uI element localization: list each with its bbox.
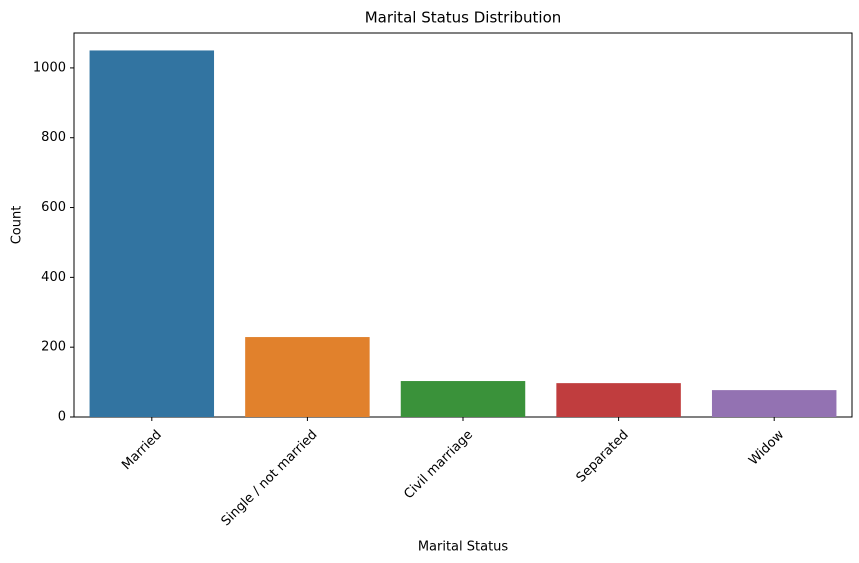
- x-axis-label: Marital Status: [418, 540, 509, 555]
- bar: [711, 390, 837, 417]
- y-tick-label: 600: [41, 200, 66, 215]
- y-tick-label: 0: [58, 410, 66, 425]
- x-tick-label: Separated: [574, 427, 632, 485]
- x-tick-label: Single / not married: [219, 427, 321, 529]
- y-axis-label: Count: [10, 206, 25, 245]
- x-tick-label: Civil marriage: [401, 427, 476, 502]
- bar: [556, 383, 681, 417]
- y-tick-label: 400: [41, 270, 66, 285]
- x-tick-label: Married: [119, 427, 165, 473]
- bar: [89, 50, 215, 418]
- x-tick-label: Widow: [746, 427, 787, 468]
- y-tick-label: 1000: [33, 60, 66, 75]
- bar: [245, 337, 370, 417]
- y-tick-label: 800: [41, 130, 66, 145]
- chart-title: Marital Status Distribution: [365, 9, 562, 27]
- bar: [400, 381, 526, 417]
- y-tick-label: 200: [41, 340, 66, 355]
